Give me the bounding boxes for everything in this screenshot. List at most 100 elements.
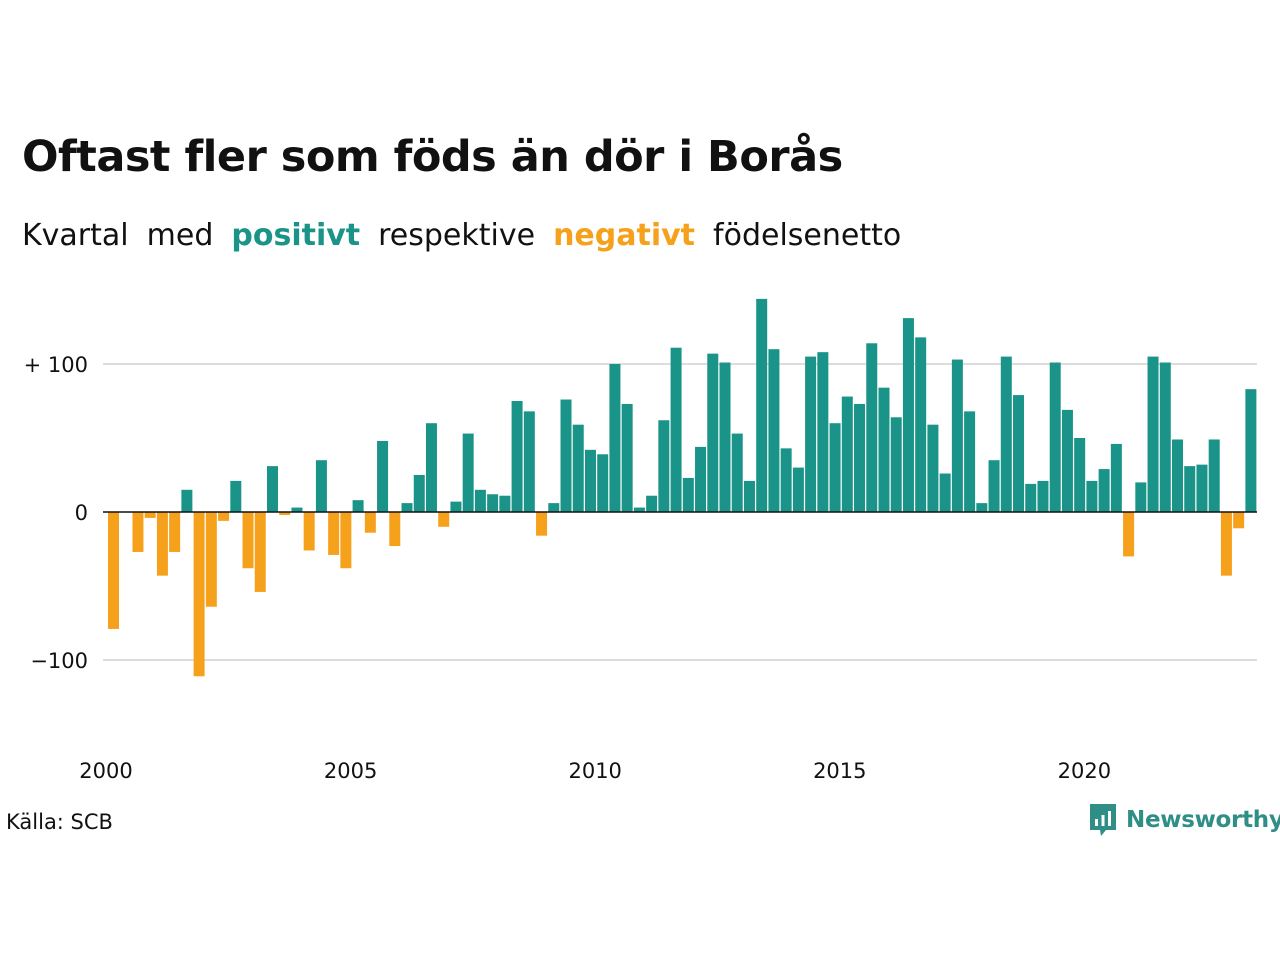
bar-positive [230, 480, 242, 512]
bar-positive [181, 489, 193, 512]
bar-positive [792, 467, 804, 512]
bar-positive [731, 433, 743, 512]
bar-negative [144, 512, 156, 518]
y-tick-label: + 100 [24, 353, 88, 377]
brand-logo: Newsworthy [1088, 802, 1280, 838]
bar-negative [303, 512, 315, 551]
bar-positive [1098, 469, 1110, 512]
subtitle-positive-label: positivt [231, 218, 361, 253]
y-tick-label: 0 [75, 501, 88, 525]
bar-positive [413, 475, 425, 512]
x-axis-labels: 2000 2005 2010 2015 2020 [79, 759, 1111, 783]
bar-negative [364, 512, 376, 533]
bar-positive [927, 424, 939, 512]
source-note: Källa: SCB [6, 810, 113, 834]
bar-negative [205, 512, 217, 607]
x-tick-label: 2010 [568, 759, 621, 783]
bar-positive [805, 356, 817, 512]
bar-positive [523, 411, 535, 512]
bar-positive [902, 318, 914, 512]
bar-positive [866, 343, 878, 512]
bar-positive [1061, 409, 1073, 512]
bar-positive [841, 396, 853, 512]
bar-positive [890, 417, 902, 512]
bar-negative [132, 512, 144, 552]
bar-positive [621, 403, 633, 512]
bar-positive [1049, 362, 1061, 512]
bar-positive [695, 446, 707, 512]
bar-positive [817, 352, 829, 512]
newsworthy-logo-icon [1090, 804, 1116, 836]
bar-negative [328, 512, 340, 555]
bar-negative [389, 512, 401, 547]
bar-negative [193, 512, 205, 677]
bar-positive [1135, 482, 1147, 512]
bar-negative [1233, 512, 1245, 529]
bar-positive [670, 347, 682, 512]
x-tick-label: 2000 [79, 759, 132, 783]
bar-positive [1172, 439, 1184, 512]
bar-positive [450, 501, 462, 512]
bar-positive [743, 480, 755, 512]
x-tick-label: 2020 [1058, 759, 1111, 783]
bar-positive [988, 460, 1000, 512]
bar-positive [266, 466, 278, 512]
bar-positive [633, 507, 645, 512]
bar-positive [1184, 466, 1196, 512]
bar-positive [597, 454, 609, 512]
bar-positive [487, 494, 499, 512]
bar-positive [1025, 483, 1037, 512]
bar-positive [352, 500, 364, 512]
subtitle-word-kvartal: Kvartal [22, 218, 129, 253]
bar-positive [511, 401, 523, 512]
bar-positive [915, 337, 927, 512]
x-tick-label: 2015 [813, 759, 866, 783]
bar-positive [1013, 395, 1025, 512]
bar-positive [964, 411, 976, 512]
bar-positive [829, 423, 841, 512]
bar-positive [854, 403, 866, 512]
bar-positive [548, 503, 560, 512]
bar-positive [1086, 480, 1098, 512]
bar-positive [572, 424, 584, 512]
bar-positive [560, 399, 572, 512]
bar-positive [1159, 362, 1171, 512]
chart-title: Oftast fler som föds än dör i Borås [22, 132, 843, 182]
bar-positive [780, 448, 792, 512]
bar-positive [1110, 443, 1122, 512]
bar-negative [1123, 512, 1135, 557]
bar-positive [474, 489, 486, 512]
bar-positive [658, 420, 670, 512]
bar-negative [279, 512, 291, 515]
bar-positive [707, 353, 719, 512]
brand-name: Newsworthy [1126, 807, 1280, 833]
bar-negative [340, 512, 352, 569]
bar-positive [878, 387, 890, 512]
bar-negative [254, 512, 266, 592]
bar-negative [242, 512, 254, 569]
bar-positive [462, 433, 474, 512]
bar-positive [646, 495, 658, 512]
bar-positive [768, 349, 780, 512]
bar-positive [1147, 356, 1159, 512]
bar-positive [1000, 356, 1012, 512]
bar-positive [1245, 389, 1257, 512]
bar-positive [1208, 439, 1220, 512]
bar-positive [425, 423, 437, 512]
subtitle-word-fodelsenetto: födelsenetto [713, 218, 902, 253]
bar-negative [218, 512, 230, 521]
bar-positive [756, 298, 768, 512]
y-tick-label: −100 [30, 649, 88, 673]
bar-positive [976, 503, 988, 512]
subtitle-word-respektive: respektive [378, 218, 536, 253]
bar-positive [951, 359, 963, 512]
bar-positive [1196, 464, 1208, 512]
subtitle-word-med: med [146, 218, 214, 253]
chart-subtitle: Kvartal med positivt respektive negativt föde… [22, 218, 919, 253]
bar-negative [438, 512, 450, 527]
bar-negative [536, 512, 548, 536]
bar-positive [1037, 480, 1049, 512]
bar-positive [719, 362, 731, 512]
bar-positive [584, 449, 596, 512]
